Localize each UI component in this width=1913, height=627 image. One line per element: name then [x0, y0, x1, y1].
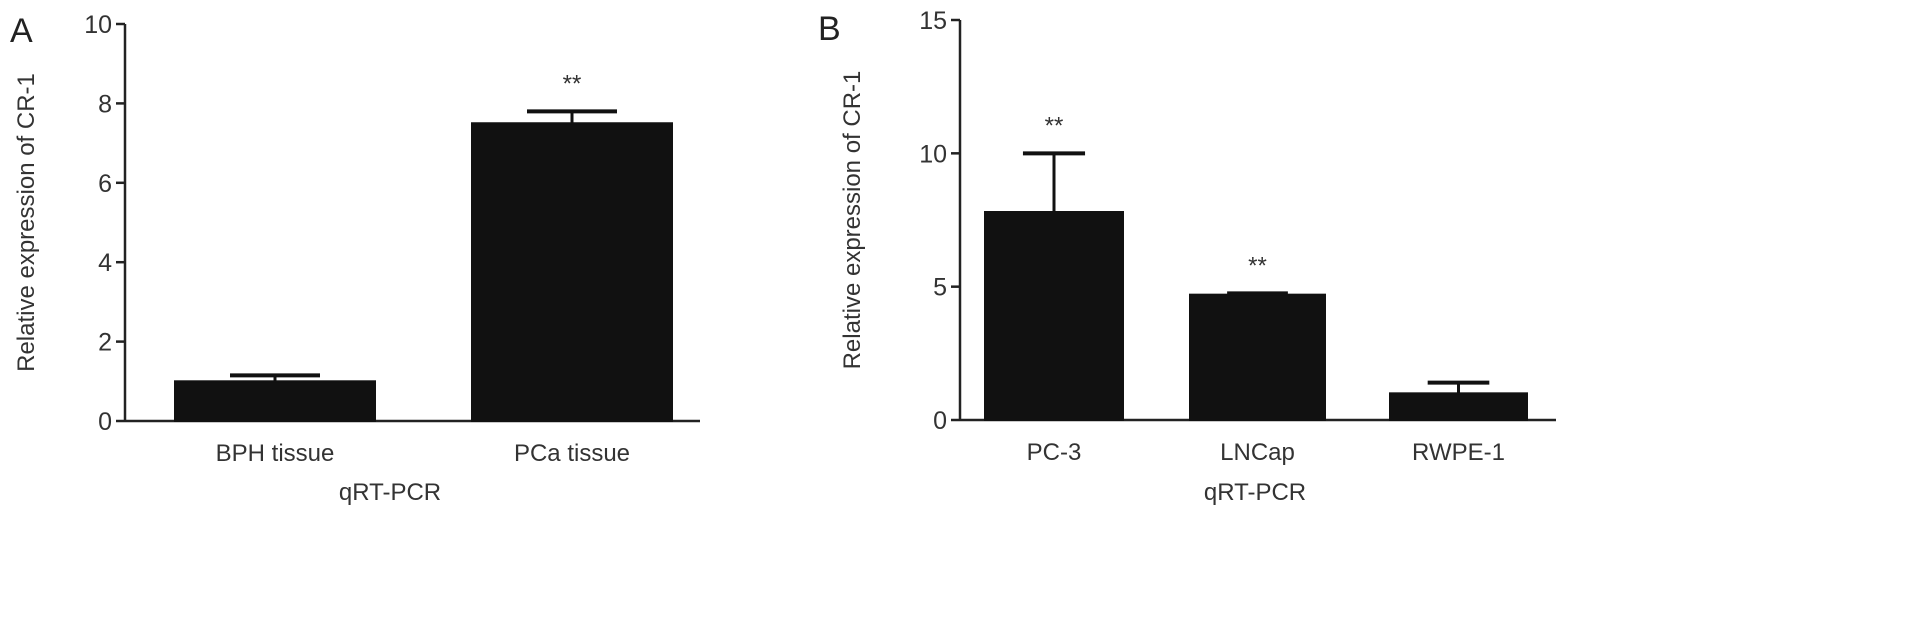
x-tick-label: RWPE-1	[1412, 439, 1505, 466]
panel-label: B	[818, 10, 841, 48]
y-tick-label: 5	[933, 274, 947, 302]
y-tick-label: 8	[98, 90, 112, 118]
x-tick-label: LNCap	[1220, 439, 1295, 466]
y-tick-label: 6	[98, 170, 112, 198]
significance-label: **	[1248, 252, 1267, 279]
y-tick-label: 2	[98, 329, 112, 357]
significance-label: **	[563, 70, 582, 97]
y-tick-label: 10	[919, 140, 947, 168]
x-tick-label: PCa tissue	[514, 440, 630, 467]
bar	[471, 122, 673, 422]
panel-label: A	[10, 12, 33, 50]
bar	[984, 211, 1124, 421]
bar	[174, 380, 376, 422]
bar	[1189, 293, 1326, 421]
y-axis-label: Relative expression of CR-1	[839, 71, 866, 370]
significance-label: **	[1045, 112, 1064, 139]
bar	[1389, 392, 1528, 422]
y-tick-label: 15	[919, 7, 947, 35]
y-tick-label: 0	[98, 408, 112, 436]
x-axis-label: qRT-PCR	[1204, 479, 1306, 506]
y-axis-label: Relative expression of CR-1	[13, 73, 40, 372]
x-tick-label: BPH tissue	[216, 440, 335, 467]
x-tick-label: PC-3	[1027, 439, 1082, 466]
y-tick-label: 4	[98, 249, 112, 277]
y-tick-label: 10	[84, 11, 112, 39]
y-tick-label: 0	[933, 407, 947, 435]
x-axis-label: qRT-PCR	[339, 479, 441, 506]
